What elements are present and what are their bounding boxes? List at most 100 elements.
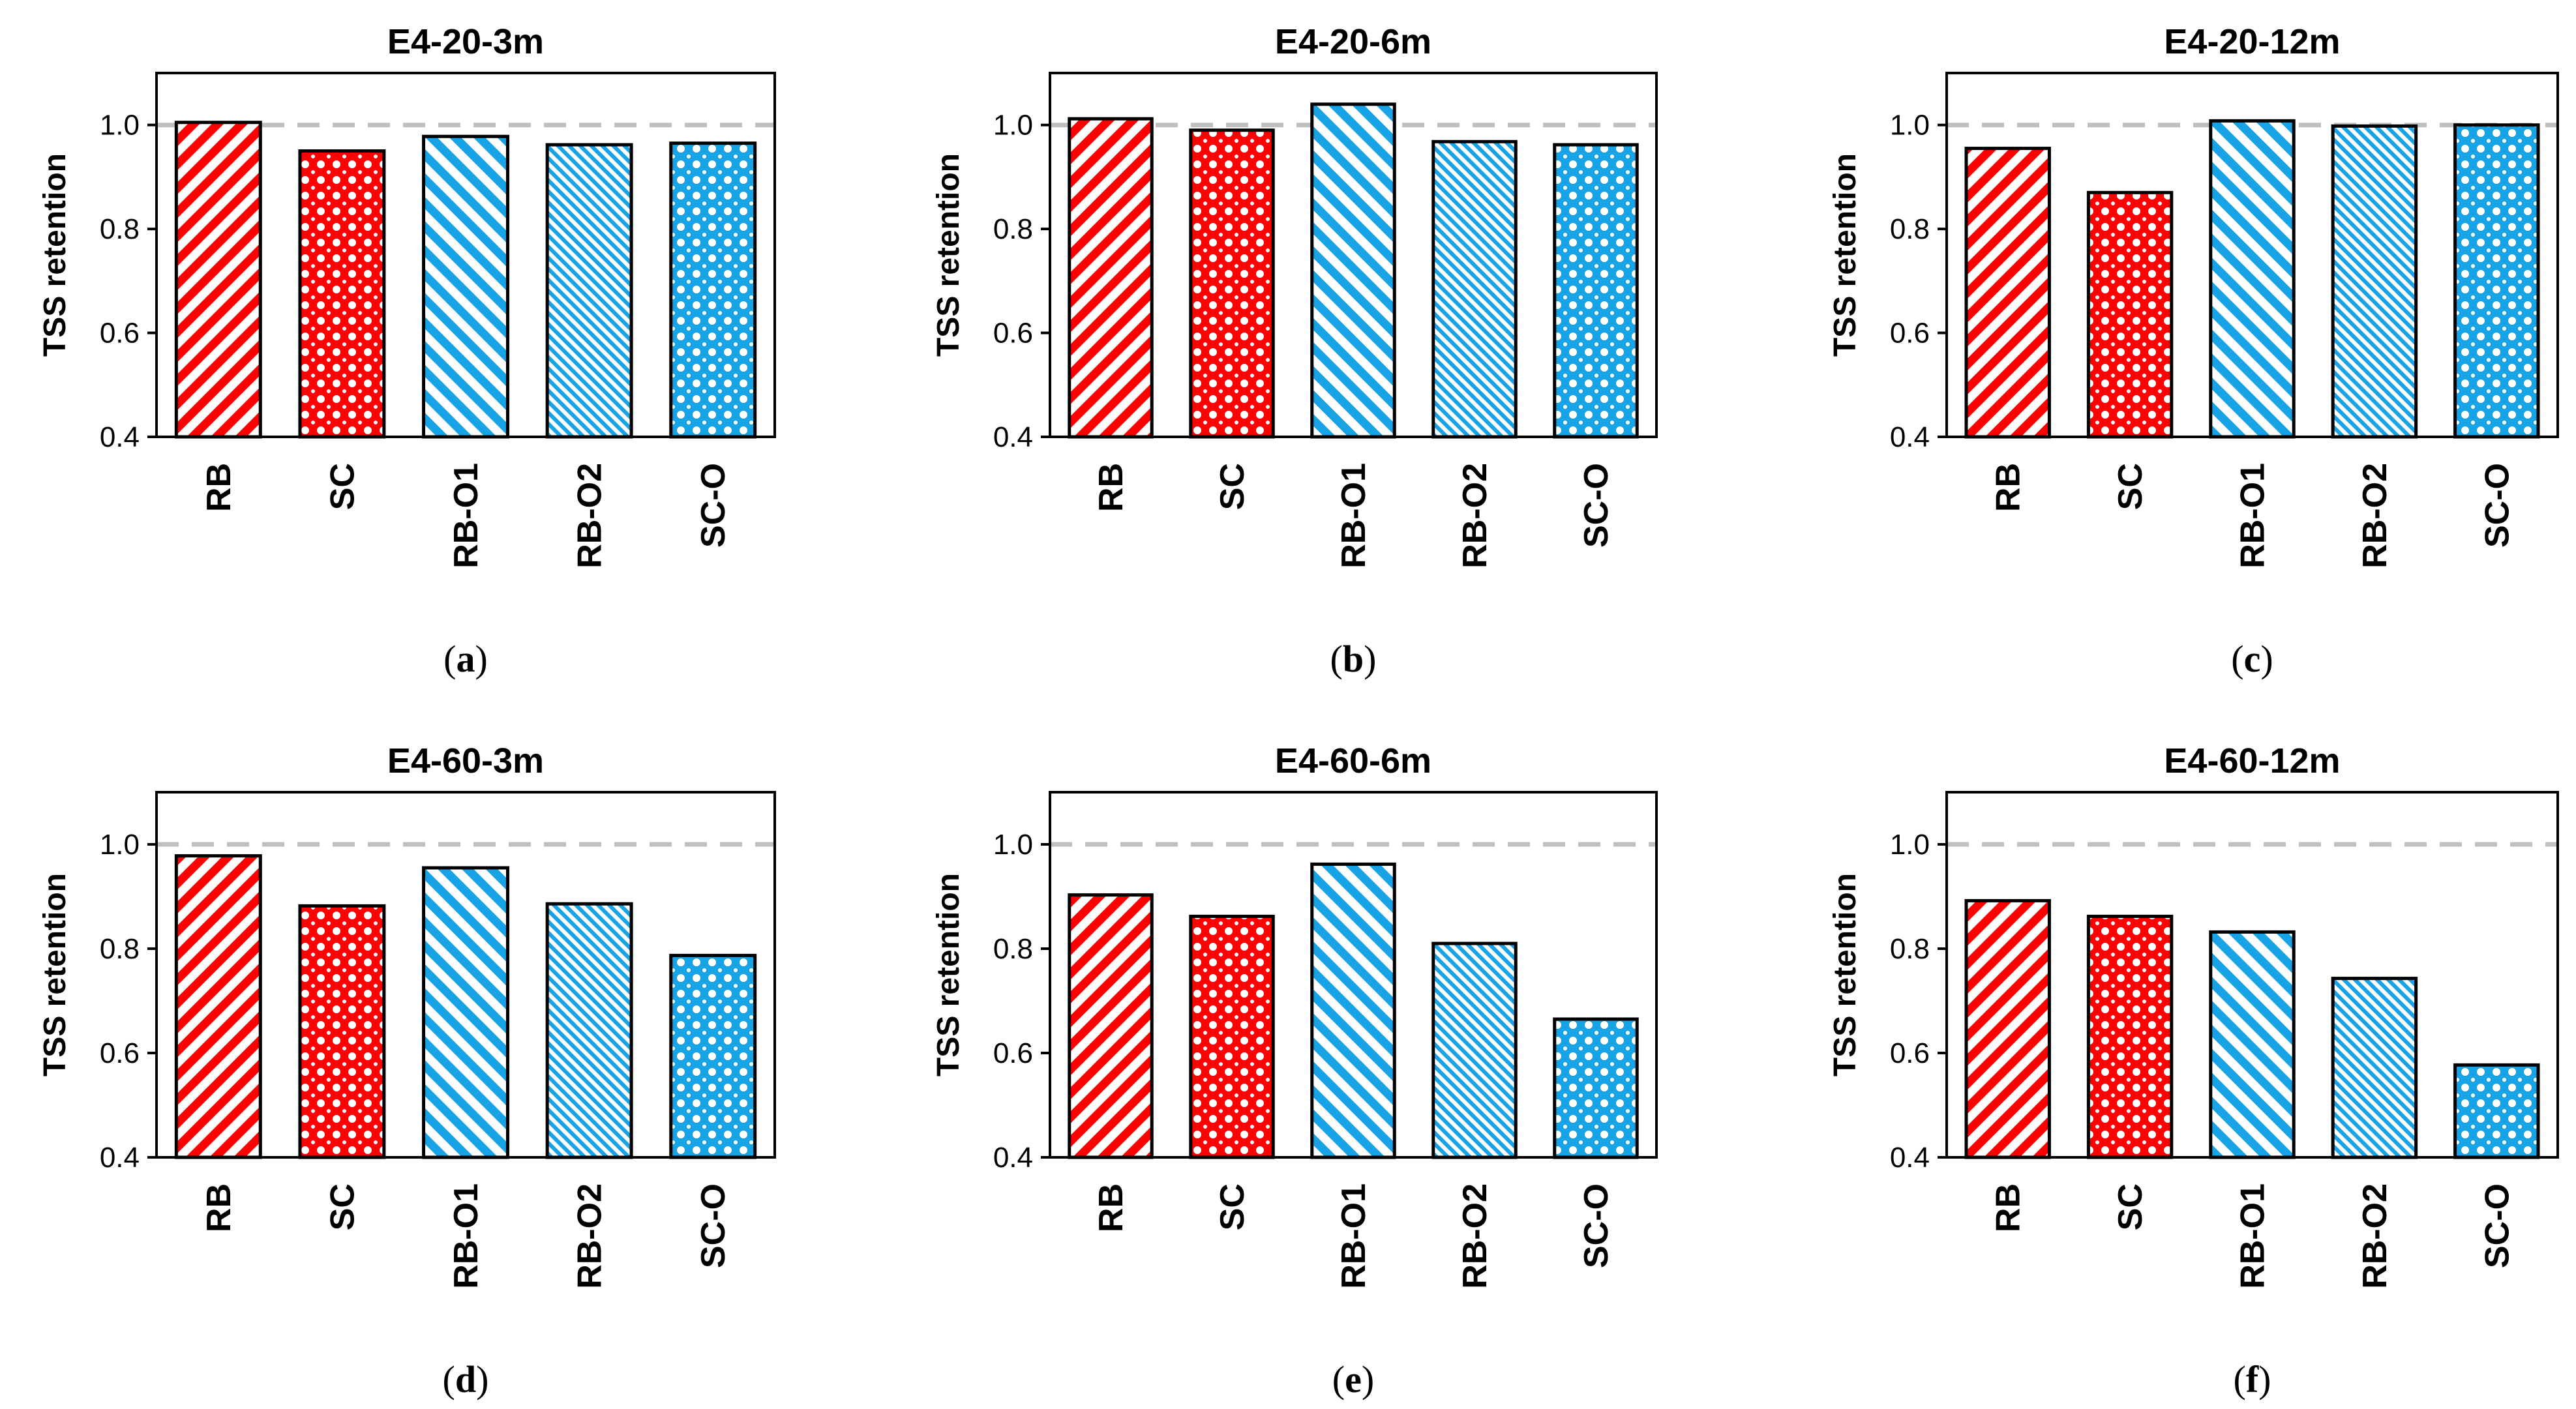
category-label: RB [1092,463,1130,512]
bar-sc-o [1553,143,1639,439]
y-tick-label: 1.0 [100,829,140,861]
panel-label: (c) [2231,638,2273,680]
chart-title: E4-20-3m [387,22,544,61]
category-label: RB [1990,463,2028,512]
y-tick-label: 0.6 [993,1037,1033,1069]
y-tick-label: 0.4 [1890,1142,1930,1174]
bar-rb [174,854,262,1159]
y-tick-label: 1.0 [993,110,1033,141]
category-label: SC [1214,463,1251,510]
y-tick-label: 0.6 [1890,318,1930,349]
bar-rb-o2 [545,143,633,439]
category-label: RB-O1 [447,463,485,569]
category-label: RB [1092,1183,1130,1232]
y-tick-label: 0.8 [1890,213,1930,245]
plot-frame [1049,791,1658,1159]
panel-label: (e) [1332,1358,1374,1401]
panel-label: (d) [443,1358,489,1401]
bar-sc-o [2453,123,2540,439]
y-tick-label: 0.4 [993,421,1033,453]
category-label: RB-O1 [447,1183,485,1289]
y-axis-label: TSS retention [1828,873,1863,1076]
plot-frame [155,72,776,438]
bar-rb-o1 [2209,930,2296,1159]
category-label: RB [200,1183,238,1232]
y-tick-label: 0.6 [100,1037,140,1069]
category-label: SC [323,1183,361,1230]
category-label: SC [2112,463,2149,510]
y-axis-label: TSS retention [38,873,72,1076]
category-label: SC [2112,1183,2149,1230]
bar-rb-o2 [1431,942,1518,1159]
bar-sc [298,904,386,1159]
category-label: SC-O [695,1183,732,1268]
category-label: RB [1990,1183,2028,1232]
category-label: RB-O2 [1456,463,1494,569]
category-label: RB-O1 [2234,1183,2272,1289]
bar-sc-o [1553,1017,1639,1159]
panel-label: (b) [1330,638,1377,680]
y-tick-label: 0.4 [100,421,140,453]
bar-sc [1189,914,1275,1159]
category-label: SC [323,463,361,510]
bar-rb-o1 [422,134,509,439]
y-tick-label: 0.4 [993,1142,1033,1174]
chart-title: E4-60-12m [2164,741,2340,780]
plot-frame [1945,72,2559,438]
bar-rb-o1 [1310,102,1396,439]
category-label: RB-O1 [1335,1183,1373,1289]
bar-rb [1068,117,1154,439]
chart-panel-c: E4-20-12m TSS retention RB SC RB-O1 RB-O2 SC-O… [1828,22,2559,680]
bar-rb-o1 [2209,119,2296,439]
plot-frame [155,791,776,1159]
plot-frame [1049,72,1658,438]
bar-rb [1964,898,2051,1159]
bar-sc-o [669,953,757,1159]
category-label: SC-O [1578,463,1615,548]
y-tick-label: 0.8 [993,213,1033,245]
category-label: SC-O [695,463,732,548]
panel-label: (f) [2234,1358,2271,1401]
chart-title: E4-60-3m [387,741,544,780]
plot-frame [1945,791,2559,1159]
bar-rb-o2 [2331,124,2418,439]
y-tick-label: 1.0 [993,829,1033,861]
category-label: RB [200,463,238,512]
category-label: SC-O [1578,1183,1615,1268]
y-tick-label: 1.0 [1890,110,1930,141]
y-tick-label: 1.0 [1890,829,1930,861]
bar-rb [1964,147,2051,439]
chart-title: E4-20-6m [1275,22,1431,61]
chart-title: E4-20-12m [2164,22,2340,61]
y-tick-label: 0.6 [100,318,140,349]
category-label: SC-O [2478,463,2516,548]
bar-rb-o2 [545,902,633,1159]
chart-title: E4-60-6m [1275,741,1431,780]
category-label: RB-O2 [2356,463,2394,569]
y-tick-label: 0.6 [1890,1037,1930,1069]
chart-panel-d: E4-60-3m TSS retention RB SC RB-O1 RB-O2 SC-O 0… [38,741,776,1401]
bar-rb-o1 [422,866,509,1159]
y-axis-label: TSS retention [931,153,966,357]
panels-container: E4-20-3m TSS retention RB SC RB-O1 RB-O2 SC-O 0… [38,22,2559,1401]
chart-panel-f: E4-60-12m TSS retention RB SC RB-O1 RB-O2 SC-O… [1828,741,2559,1401]
bar-sc-o [669,141,757,439]
y-tick-label: 0.8 [1890,933,1930,965]
category-label: RB-O2 [1456,1183,1494,1289]
category-label: RB-O2 [571,1183,609,1289]
y-tick-label: 0.4 [1890,421,1930,453]
bar-rb [174,121,262,439]
bar-rb [1068,893,1154,1159]
category-label: RB-O2 [571,463,609,569]
y-axis-label: TSS retention [38,153,72,357]
y-tick-label: 0.6 [993,318,1033,349]
y-axis-label: TSS retention [1828,153,1863,357]
bar-sc [1189,128,1275,439]
y-axis-label: TSS retention [931,873,966,1076]
category-label: RB-O2 [2356,1183,2394,1289]
category-label: SC [1214,1183,1251,1230]
panel-label: (a) [443,638,488,680]
y-tick-label: 0.8 [993,933,1033,965]
y-tick-label: 0.8 [100,213,140,245]
